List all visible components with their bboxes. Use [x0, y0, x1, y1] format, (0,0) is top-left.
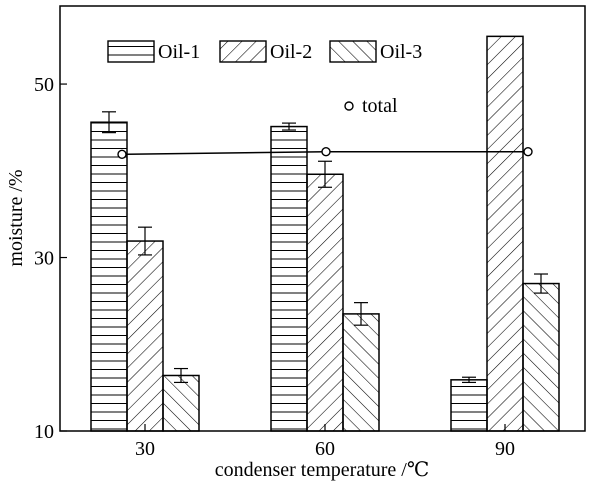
y-tick-label: 50	[34, 74, 54, 96]
legend-label-total: total	[362, 95, 398, 117]
legend-label-oil-2: Oil-2	[270, 41, 312, 63]
error-bars	[102, 111, 548, 384]
x-axis-label: condenser temperature /℃	[215, 459, 430, 481]
bar-oil-1-30	[90, 121, 128, 432]
bar-oil-3-60	[342, 313, 380, 432]
legend-swatch-oil-3	[329, 40, 377, 63]
total-point	[321, 147, 331, 157]
bar-oil-1-60	[270, 125, 308, 432]
x-tick-label: 30	[135, 438, 155, 460]
bars	[90, 35, 560, 432]
bar-oil-3-30	[162, 374, 200, 432]
bar-oil-2-60	[306, 173, 344, 432]
bar-oil-2-30	[126, 240, 164, 432]
legend-label-oil-1: Oil-1	[158, 41, 200, 63]
legend: Oil-1 Oil-2 Oil-3 total	[107, 40, 422, 117]
legend-swatch-oil-1	[107, 40, 155, 63]
x-tick-label: 90	[495, 438, 515, 460]
legend-marker-total	[344, 101, 354, 111]
x-tick-label: 60	[315, 438, 335, 460]
legend-swatch-oil-2	[219, 40, 267, 63]
total-point	[523, 147, 533, 157]
total-line	[117, 147, 533, 160]
bar-oil-2-90	[486, 35, 524, 432]
y-axis: 10 30 50	[34, 74, 67, 443]
total-point	[117, 149, 127, 160]
y-tick-label: 30	[34, 248, 54, 270]
bar-oil-1-90	[450, 379, 488, 432]
bar-oil-3-90	[522, 282, 560, 432]
y-tick-label: 10	[34, 421, 54, 443]
legend-label-oil-3: Oil-3	[380, 41, 422, 63]
y-axis-label: moisture /%	[5, 169, 27, 266]
